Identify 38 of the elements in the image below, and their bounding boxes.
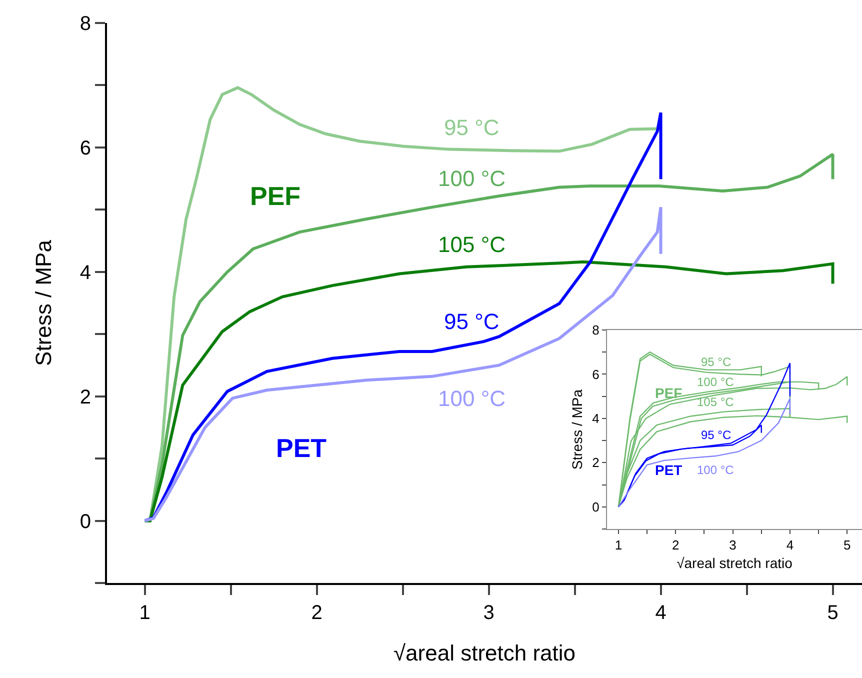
y-tick-label: 4 (592, 410, 600, 426)
x-axis-title: √areal stretch ratio (393, 640, 576, 666)
x-tick-label: 4 (655, 602, 666, 624)
y-tick-label: 2 (592, 455, 600, 470)
x-tick-label: 4 (786, 538, 794, 553)
series-label: 105 °C (438, 232, 506, 257)
x-tick-label: 3 (483, 602, 494, 624)
series-label: 95 °C (444, 309, 500, 334)
series-label: 105 °C (697, 395, 734, 409)
series-label: 95 °C (444, 115, 500, 140)
y-tick-label: 0 (80, 510, 91, 533)
x-tick-label: 2 (311, 602, 322, 624)
series-label: 95 °C (701, 355, 732, 369)
y-tick-label: 4 (80, 262, 91, 284)
y-axis-title: Stress / MPa (568, 389, 585, 470)
annotation: PET (655, 462, 683, 478)
y-tick-label: 6 (592, 366, 600, 382)
annotation: PEF (655, 385, 683, 401)
y-tick-label: 0 (592, 499, 600, 514)
annotation: PET (276, 433, 327, 463)
y-tick-label: 2 (80, 386, 91, 408)
series-label: 100 °C (697, 463, 734, 477)
x-tick-label: 5 (827, 602, 838, 624)
series-label: 100 °C (697, 375, 734, 389)
x-tick-label: 3 (729, 538, 736, 553)
y-tick-label: 8 (592, 322, 600, 338)
series-label: 100 °C (438, 386, 506, 411)
series-label: 100 °C (438, 166, 506, 191)
x-tick-label: 1 (614, 538, 622, 553)
x-tick-label: 5 (844, 538, 851, 553)
series-label: 95 °C (701, 428, 732, 442)
x-axis-title: √areal stretch ratio (676, 554, 793, 571)
x-tick-label: 1 (139, 602, 150, 624)
y-axis-title: Stress / MPa (31, 239, 56, 366)
annotation: PEF (250, 181, 301, 211)
x-tick-label: 2 (672, 538, 680, 553)
y-tick-label: 8 (80, 13, 91, 35)
y-tick-label: 6 (80, 137, 91, 160)
